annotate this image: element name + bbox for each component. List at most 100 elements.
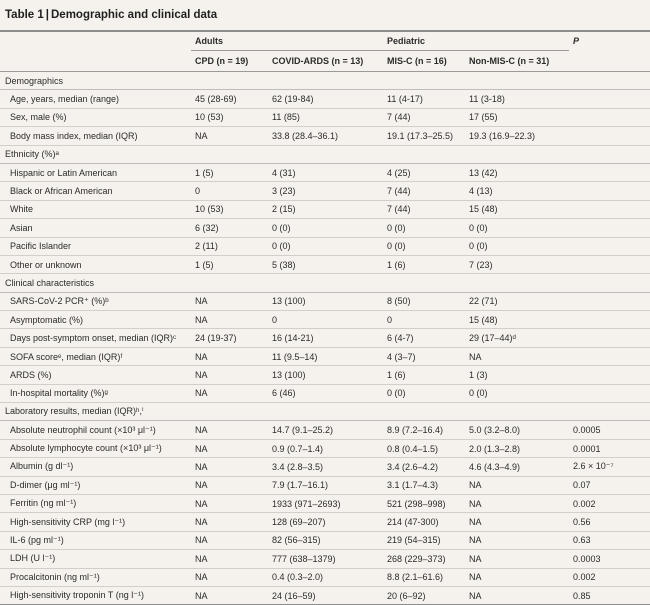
table-row: High-sensitivity CRP (mg l⁻¹) NA 128 (69–2… xyxy=(0,512,650,532)
table-cell: 13 (100) xyxy=(268,365,383,385)
table-row: Asian 6 (32) 0 (0) 0 (0) 0 (0) xyxy=(0,218,650,238)
table-row: High-sensitivity troponin T (ng l⁻¹) NA 24… xyxy=(0,586,650,605)
p-value-cell xyxy=(569,218,650,238)
column-header-covid-ards: COVID-ARDS (n = 13) xyxy=(268,50,383,72)
table-cell: 214 (47-300) xyxy=(383,512,465,532)
p-value-cell: 0.002 xyxy=(569,494,650,514)
table-cell: 0 xyxy=(268,310,383,330)
table-cell: 8 (50) xyxy=(383,292,465,312)
p-value-cell: 2.6 × 10⁻⁷ xyxy=(569,457,650,477)
table-cell: 22 (71) xyxy=(465,292,569,312)
table-cell: 7 (44) xyxy=(383,200,465,220)
table-cell: 6 (46) xyxy=(268,384,383,404)
table-cell: 19.1 (17.3–25.5) xyxy=(383,126,465,146)
table-cell: 0.8 (0.4–1.5) xyxy=(383,439,465,459)
section-label: Clinical characteristics xyxy=(0,273,650,293)
table-cell: 7.9 (1.7–16.1) xyxy=(268,476,383,495)
p-value-cell: 0.0001 xyxy=(569,439,650,459)
table-cell: 1 (5) xyxy=(191,255,268,275)
table-cell: 4 (31) xyxy=(268,163,383,183)
table-row: Absolute neutrophil count (×10³ μl⁻¹) NA 1… xyxy=(0,420,650,440)
table-cell: NA xyxy=(191,512,268,532)
row-label: Hispanic or Latin American xyxy=(0,163,191,183)
table-cell: 3.1 (1.7–4.3) xyxy=(383,476,465,495)
table-cell: 13 (42) xyxy=(465,163,569,183)
column-header-cpd: CPD (n = 19) xyxy=(191,50,268,72)
p-value-cell: 0.56 xyxy=(569,512,650,532)
row-label: Days post-symptom onset, median (IQR)ᶜ xyxy=(0,328,191,348)
row-label: SOFA scoreᵉ, median (IQR)ᶠ xyxy=(0,347,191,367)
row-label: Absolute lymphocyte count (×10³ μl⁻¹) xyxy=(0,439,191,459)
table-cell: 4.6 (4.3–4.9) xyxy=(465,457,569,477)
table-cell: 11 (9.5–14) xyxy=(268,347,383,367)
table-row: Albumin (g dl⁻¹) NA 3.4 (2.8–3.5) 3.4 (2.6–… xyxy=(0,457,650,477)
table-cell: 0 (0) xyxy=(268,237,383,256)
table-cell: 5.0 (3.2–8.0) xyxy=(465,420,569,440)
table-row: Hispanic or Latin American 1 (5) 4 (31) 4 (… xyxy=(0,163,650,183)
table-cell: 29 (17–44)ᵈ xyxy=(465,328,569,348)
table-row: Other or unknown 1 (5) 5 (38) 1 (6) 7 (23) xyxy=(0,255,650,275)
table-row: D-dimer (μg ml⁻¹) NA 7.9 (1.7–16.1) 3.1 (1.… xyxy=(0,476,650,495)
table-cell: 10 (53) xyxy=(191,200,268,220)
p-value-cell: 0.85 xyxy=(569,586,650,605)
table-cell: 0.4 (0.3–2.0) xyxy=(268,568,383,587)
row-label: Asian xyxy=(0,218,191,238)
section-label: Laboratory results, median (IQR)ʰ,ⁱ xyxy=(0,402,650,422)
table-row: SARS-CoV-2 PCR⁺ (%)ᵇ NA 13 (100) 8 (50) 22 (… xyxy=(0,292,650,312)
table-cell: 7 (44) xyxy=(383,108,465,128)
empty-header-cell xyxy=(569,50,650,72)
table-cell: NA xyxy=(465,494,569,514)
row-label: IL-6 (pg ml⁻¹) xyxy=(0,531,191,551)
table-cell: 1 (6) xyxy=(383,365,465,385)
table-caption: Table 1 | Demographic and clinical data xyxy=(0,0,650,32)
row-label: Black or African American xyxy=(0,181,191,201)
p-value-cell xyxy=(569,292,650,312)
p-value-cell xyxy=(569,181,650,201)
table-cell: 1 (5) xyxy=(191,163,268,183)
table-cell: NA xyxy=(465,347,569,367)
table-cell: 14.7 (9.1–25.2) xyxy=(268,420,383,440)
table-cell: 8.8 (2.1–61.6) xyxy=(383,568,465,587)
table-cell: 24 (19-37) xyxy=(191,328,268,348)
table-cell: NA xyxy=(191,126,268,146)
table-cell: 11 (4-17) xyxy=(383,89,465,109)
group-header-row: Adults Pediatric P xyxy=(0,32,650,51)
column-header-non-mis-c: Non-MIS-C (n = 31) xyxy=(465,50,569,72)
table-cell: 6 (32) xyxy=(191,218,268,238)
table-cell: NA xyxy=(465,476,569,495)
table-cell: NA xyxy=(191,384,268,404)
column-header-mis-c: MIS-C (n = 16) xyxy=(383,50,465,72)
table-cell: 11 (85) xyxy=(268,108,383,128)
row-label: High-sensitivity troponin T (ng l⁻¹) xyxy=(0,586,191,605)
row-label: Other or unknown xyxy=(0,255,191,275)
table-cell: 0 (0) xyxy=(465,237,569,256)
row-label: D-dimer (μg ml⁻¹) xyxy=(0,476,191,495)
table-cell: 11 (3-18) xyxy=(465,89,569,109)
p-value-cell xyxy=(569,347,650,367)
table-cell: NA xyxy=(465,531,569,551)
table-cell: NA xyxy=(191,457,268,477)
table-cell: 128 (69–207) xyxy=(268,512,383,532)
table-cell: 0 (0) xyxy=(465,218,569,238)
table-cell: NA xyxy=(191,347,268,367)
table-cell: 1 (6) xyxy=(383,255,465,275)
table-cell: 0 (0) xyxy=(465,384,569,404)
table-row: SOFA scoreᵉ, median (IQR)ᶠ NA 11 (9.5–14) 4… xyxy=(0,347,650,367)
table-cell: 8.9 (7.2–16.4) xyxy=(383,420,465,440)
section-header-row: Demographics xyxy=(0,71,650,91)
row-label: Albumin (g dl⁻¹) xyxy=(0,457,191,477)
table-number: Table 1 xyxy=(5,9,44,21)
table-body: Demographics Age, years, median (range) 45… xyxy=(0,71,650,605)
table-cell: 0 xyxy=(191,181,268,201)
row-label: Absolute neutrophil count (×10³ μl⁻¹) xyxy=(0,420,191,440)
p-value-cell xyxy=(569,108,650,128)
p-value-cell xyxy=(569,328,650,348)
table-cell: NA xyxy=(191,292,268,312)
table-cell: 17 (55) xyxy=(465,108,569,128)
table-row: Body mass index, median (IQR) NA 33.8 (28.… xyxy=(0,126,650,146)
table-cell: 0 (0) xyxy=(383,237,465,256)
section-label: Ethnicity (%)ᵃ xyxy=(0,145,650,164)
table-row: Days post-symptom onset, median (IQR)ᶜ 24… xyxy=(0,328,650,348)
table-cell: 7 (23) xyxy=(465,255,569,275)
table-cell: 0 xyxy=(383,310,465,330)
